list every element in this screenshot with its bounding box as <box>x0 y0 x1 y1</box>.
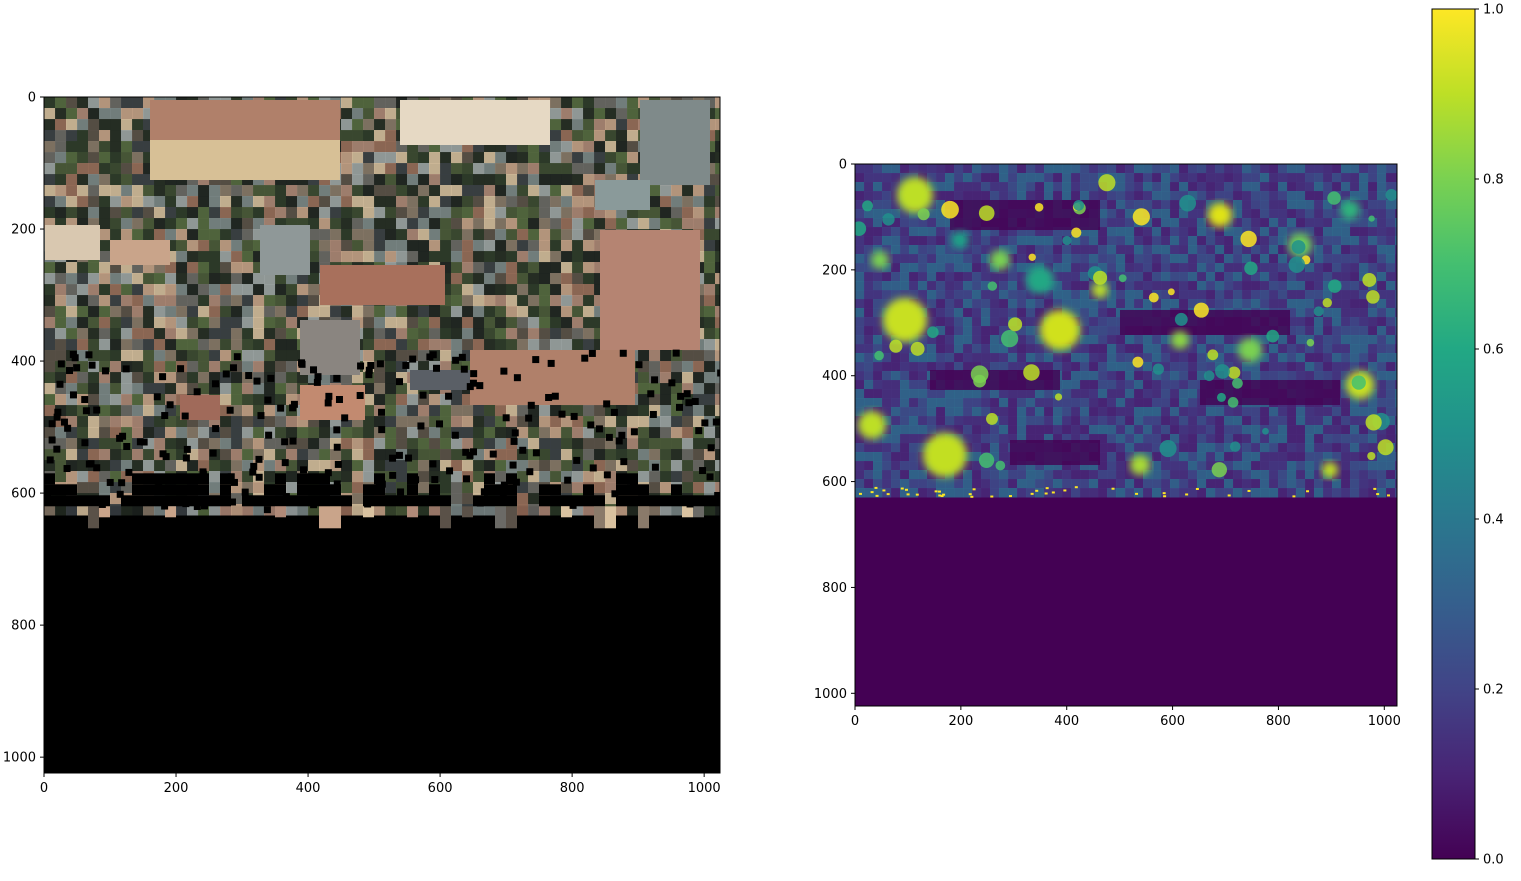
colorbar-tick-label: 1.0 <box>1483 3 1504 18</box>
confidence-map-texture <box>855 164 1397 498</box>
confidence-x-tick-label: 800 <box>1266 714 1291 729</box>
rgb-x-axis: 0 200 400 600 800 1000 <box>40 773 721 796</box>
confidence-x-tick-label: 1000 <box>1368 714 1401 729</box>
confidence-map <box>855 164 1397 706</box>
colorbar-tick-label: 0.8 <box>1483 173 1504 188</box>
confidence-y-tick-label: 200 <box>822 263 847 278</box>
confidence-map-panel: 0 200 400 600 800 1000 0 200 400 600 800 1000 <box>814 158 1401 730</box>
confidence-map-frame <box>854 163 1398 707</box>
rgb-y-tick-label: 0 <box>28 91 36 106</box>
rgb-x-tick-label: 400 <box>296 781 321 796</box>
rgb-y-axis: 0 200 400 600 800 1000 <box>3 91 44 766</box>
confidence-y-tick-label: 400 <box>822 369 847 384</box>
rgb-image-panel: 0 200 400 600 800 1000 0 200 400 600 800 1000 <box>3 91 721 797</box>
colorbar-tick-label: 0.2 <box>1483 683 1504 698</box>
rgb-image <box>44 97 720 773</box>
rgb-y-tick-label: 1000 <box>3 751 36 766</box>
rgb-image-texture <box>44 97 720 529</box>
rgb-y-tick-label: 200 <box>11 223 36 238</box>
confidence-y-tick-label: 600 <box>822 475 847 490</box>
colorbar-tick-label: 0.6 <box>1483 343 1504 358</box>
rgb-y-tick-label: 800 <box>11 619 36 634</box>
confidence-y-tick-label: 800 <box>822 581 847 596</box>
rgb-x-tick-label: 600 <box>428 781 453 796</box>
colorbar-ticks: 0.0 0.2 0.4 0.6 0.8 1.0 <box>1475 3 1504 868</box>
rgb-x-tick-label: 1000 <box>688 781 721 796</box>
rgb-x-tick-label: 200 <box>164 781 189 796</box>
confidence-x-tick-label: 600 <box>1160 714 1185 729</box>
confidence-x-axis: 0 200 400 600 800 1000 <box>851 706 1401 729</box>
rgb-x-tick-label: 0 <box>40 781 48 796</box>
colorbar-tick-label: 0.4 <box>1483 513 1504 528</box>
colorbar: 0.0 0.2 0.4 0.6 0.8 1.0 <box>1431 3 1504 868</box>
rgb-image-frame <box>43 96 721 774</box>
colorbar-frame <box>1431 8 1476 860</box>
rgb-x-tick-label: 800 <box>560 781 585 796</box>
confidence-y-tick-label: 0 <box>839 158 847 173</box>
rgb-y-tick-label: 600 <box>11 487 36 502</box>
confidence-x-tick-label: 200 <box>948 714 973 729</box>
confidence-x-tick-label: 400 <box>1054 714 1079 729</box>
confidence-y-axis: 0 200 400 600 800 1000 <box>814 158 855 702</box>
confidence-x-tick-label: 0 <box>851 714 859 729</box>
rgb-y-tick-label: 400 <box>11 355 36 370</box>
colorbar-tick-label: 0.0 <box>1483 853 1504 868</box>
colorbar-gradient <box>1432 9 1475 859</box>
confidence-y-tick-label: 1000 <box>814 687 847 702</box>
